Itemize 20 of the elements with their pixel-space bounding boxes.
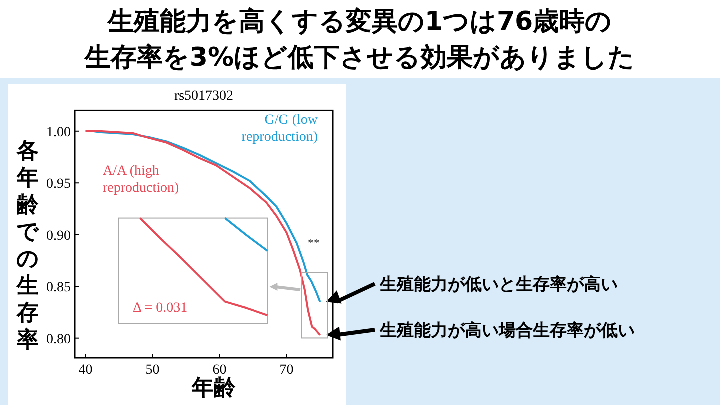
- series-label: A/A (high reproduction): [103, 164, 180, 196]
- line-series: [84, 130, 322, 336]
- text: 生殖能力が高い場合生存率が低い: [379, 321, 635, 341]
- x-tick-label: 70: [280, 363, 294, 378]
- chart-subtitle: rs5017302: [174, 89, 234, 104]
- y-tick-label: 0.90: [46, 228, 71, 244]
- y-tick-label: 0.95: [46, 177, 71, 192]
- x-tick-label: 50: [146, 363, 160, 378]
- chart-title: 生殖能力を高くする変異の1つは76歳時の生存率を3%ほど低下させる効果がありました: [84, 7, 636, 73]
- y-tick-label: 1.00: [46, 125, 71, 140]
- text: 生殖能力が低いと生存率が高い: [379, 275, 618, 295]
- x-tick-label: 60: [212, 363, 227, 378]
- series-label: G/G (low reproduction): [242, 113, 319, 145]
- x-axis-title: 年齢: [191, 376, 237, 401]
- annotation: Δ = 0.031: [133, 301, 188, 316]
- y-tick-label: 0.85: [46, 280, 71, 296]
- annotation: **: [308, 236, 320, 250]
- x-tick-label: 40: [78, 363, 93, 378]
- y-axis-title: 各年齢での生存率: [16, 139, 40, 353]
- y-tick-label: 0.80: [46, 332, 71, 348]
